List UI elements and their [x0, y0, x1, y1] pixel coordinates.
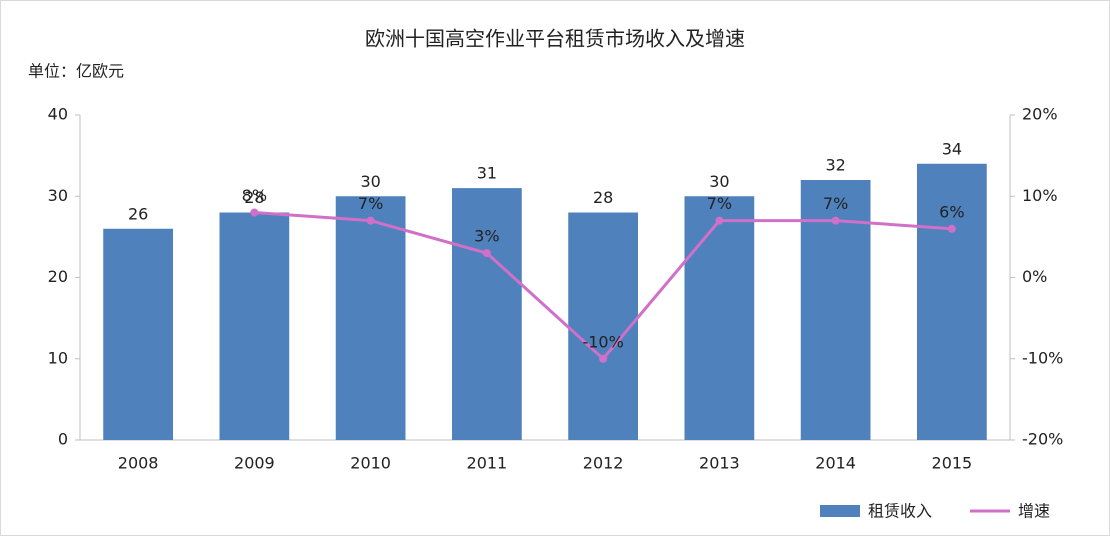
line-label: -10% — [582, 332, 623, 351]
line-label: 7% — [707, 194, 732, 213]
page: {"chart_data": {"type": "bar", "title": … — [0, 0, 1110, 540]
y2-tick-label: 0% — [1022, 267, 1047, 286]
line-point — [483, 249, 491, 257]
bar — [220, 213, 290, 441]
chart-title: 欧洲十国高空作业平台租赁市场收入及增速 — [365, 27, 745, 51]
x-tick-label: 2015 — [932, 454, 973, 473]
line-point — [715, 217, 723, 225]
x-tick-label: 2011 — [467, 454, 508, 473]
line-label: 6% — [939, 202, 964, 221]
y2-tick-label: -10% — [1022, 348, 1063, 367]
y-tick-label: 40 — [48, 105, 68, 124]
bar — [103, 229, 173, 440]
line-point — [599, 355, 607, 363]
y-tick-label: 30 — [48, 186, 68, 205]
y-tick-label: 0 — [58, 430, 68, 449]
line-label: 8% — [242, 186, 267, 205]
y2-tick-label: 10% — [1022, 186, 1058, 205]
line-point — [948, 225, 956, 233]
line-point — [832, 217, 840, 225]
data-label: 30 — [709, 172, 729, 191]
x-tick-label: 2008 — [118, 454, 159, 473]
line-label: 3% — [474, 227, 499, 246]
legend-swatch — [820, 505, 860, 517]
y-tick-label: 20 — [48, 267, 68, 286]
x-tick-label: 2009 — [234, 454, 275, 473]
data-label: 34 — [942, 139, 962, 158]
line-point — [367, 217, 375, 225]
bar — [568, 213, 638, 441]
y2-tick-label: 20% — [1022, 105, 1058, 124]
line-label: 7% — [358, 194, 383, 213]
x-tick-label: 2013 — [699, 454, 740, 473]
data-label: 26 — [128, 204, 148, 223]
unit-label: 单位：亿欧元 — [28, 62, 124, 81]
y-tick-label: 10 — [48, 348, 68, 367]
line-label: 7% — [823, 194, 848, 213]
bar — [685, 196, 755, 440]
x-tick-label: 2012 — [583, 454, 624, 473]
legend-label: 增速 — [1018, 502, 1050, 521]
bar — [336, 196, 406, 440]
chart: 欧洲十国高空作业平台租赁市场收入及增速 单位：亿欧元 0 10 20 30 40 -20%… — [0, 0, 1110, 536]
data-label: 28 — [593, 188, 613, 207]
legend-label: 租赁收入 — [868, 502, 932, 521]
data-label: 32 — [825, 156, 845, 175]
data-label: 31 — [477, 164, 497, 183]
line-point — [250, 209, 258, 217]
x-tick-label: 2014 — [815, 454, 856, 473]
y2-tick-label: -20% — [1022, 430, 1063, 449]
x-tick-label: 2010 — [350, 454, 391, 473]
data-label: 30 — [360, 172, 380, 191]
